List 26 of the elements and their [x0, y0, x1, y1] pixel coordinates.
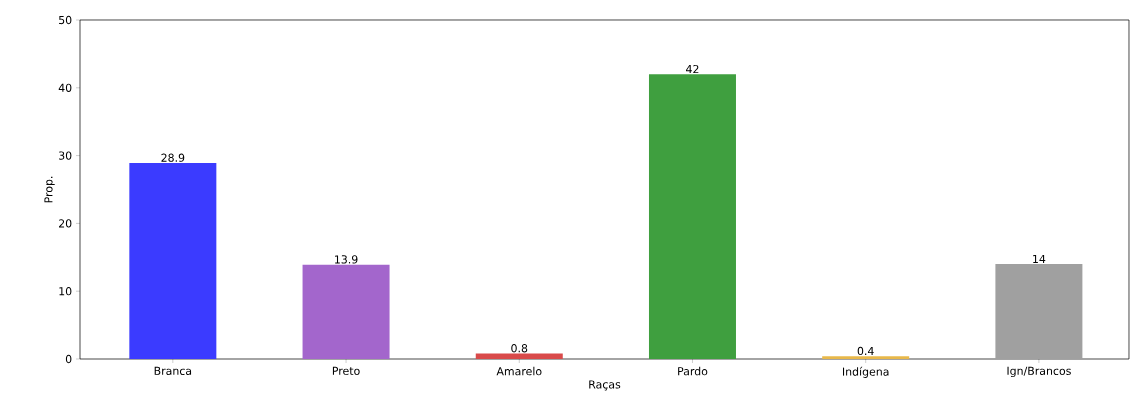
bar — [475, 353, 563, 359]
data-label: 14 — [1033, 254, 1046, 263]
y-tick-label: 50 — [59, 15, 72, 25]
y-tick-label: 10 — [59, 287, 72, 296]
x-axis-title: Raças — [589, 380, 621, 391]
y-tick-label: 30 — [59, 151, 72, 160]
data-label: 42 — [686, 64, 699, 74]
y-tick-label: 0 — [65, 354, 72, 364]
bar — [129, 163, 217, 359]
bar — [302, 264, 390, 359]
bar — [822, 356, 910, 359]
y-axis-title: Prop. — [44, 176, 55, 203]
x-tick-label: Pardo — [678, 366, 708, 376]
y-tick-label: 40 — [58, 83, 72, 92]
data-label: 13.9 — [335, 255, 358, 264]
x-tick-label: Branca — [154, 366, 192, 375]
data-label: 28.9 — [161, 153, 185, 162]
data-label: 0.8 — [511, 344, 528, 353]
bar — [648, 74, 736, 359]
x-tick-label: Ign/Brancos — [1007, 366, 1071, 378]
x-tick-label: Amarelo — [496, 366, 542, 376]
y-tick-label: 20 — [59, 219, 72, 228]
x-tick-label: Indígena — [843, 366, 889, 378]
bar — [995, 264, 1083, 359]
data-label: 0.4 — [857, 346, 874, 356]
x-tick-label: Preto — [332, 366, 360, 375]
